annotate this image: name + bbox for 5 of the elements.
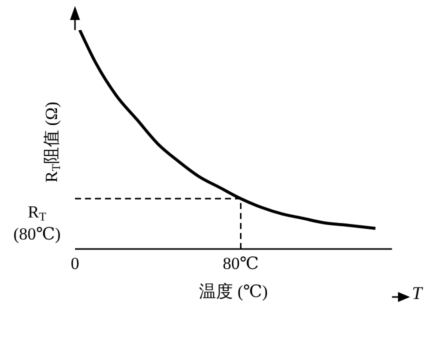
x-tick-label: 80℃ [222, 254, 259, 274]
text: T [412, 283, 424, 303]
x-axis-title: 温度 (℃) [199, 282, 268, 301]
ref-line-label: R$_{T}$ (80℃) [13, 202, 61, 244]
x-tick-label: 0 [70, 254, 80, 274]
